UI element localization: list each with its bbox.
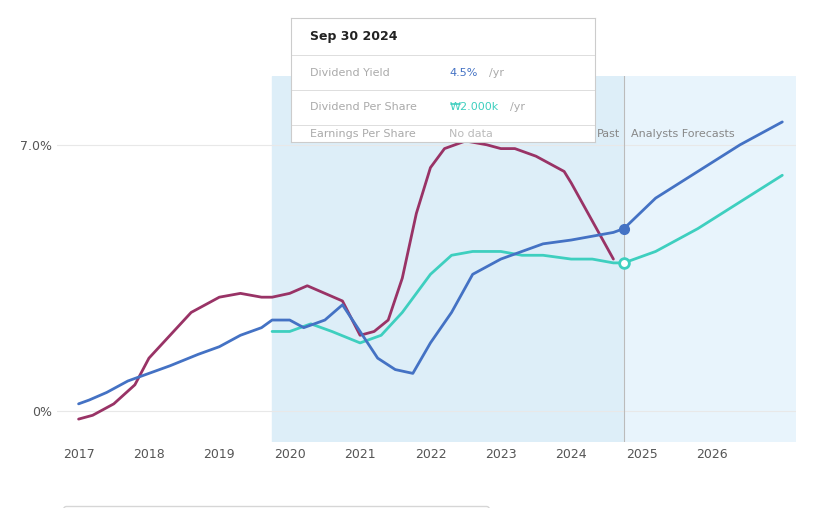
Text: Analysts Forecasts: Analysts Forecasts xyxy=(631,129,735,139)
Text: Sep 30 2024: Sep 30 2024 xyxy=(310,30,397,43)
Text: No data: No data xyxy=(449,129,493,139)
Legend: Dividend Yield, Dividend Per Share, Earnings Per Share: Dividend Yield, Dividend Per Share, Earn… xyxy=(63,506,488,508)
Text: Dividend Per Share: Dividend Per Share xyxy=(310,103,416,112)
Text: ₩2.000k: ₩2.000k xyxy=(449,103,498,112)
Text: /yr: /yr xyxy=(510,103,525,112)
Bar xyxy=(272,76,624,442)
Text: 4.5%: 4.5% xyxy=(449,68,478,78)
Text: Earnings Per Share: Earnings Per Share xyxy=(310,129,415,139)
Text: /yr: /yr xyxy=(489,68,504,78)
Bar xyxy=(624,76,796,442)
Text: Dividend Yield: Dividend Yield xyxy=(310,68,389,78)
Text: Past: Past xyxy=(597,129,621,139)
